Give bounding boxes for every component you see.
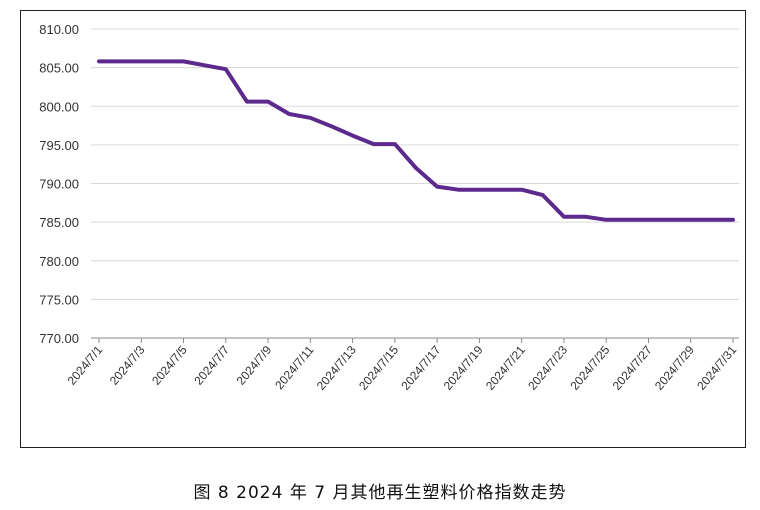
data-point	[563, 216, 564, 217]
data-point	[479, 189, 480, 190]
x-tick-label: 2024/7/23	[525, 343, 570, 393]
series	[97, 59, 735, 222]
x-tick-label: 2024/7/9	[234, 343, 275, 388]
data-point	[690, 219, 691, 220]
data-point	[120, 61, 121, 62]
data-point	[711, 219, 712, 220]
data-point	[373, 144, 374, 145]
x-tick-label: 2024/7/27	[610, 343, 655, 393]
data-point	[225, 69, 226, 70]
data-point	[331, 126, 332, 127]
y-tick-label: 780.00	[39, 254, 79, 269]
gridlines	[91, 28, 739, 339]
y-tick-label: 770.00	[39, 331, 79, 346]
data-point	[310, 117, 311, 118]
data-point	[585, 216, 586, 217]
line-chart: 770.00 775.00 780.00 785.00 790.00 795.00 800.…	[39, 22, 740, 393]
data-point	[437, 186, 438, 187]
x-tick-label: 2024/7/25	[567, 343, 612, 393]
x-tick-label: 2024/7/29	[652, 343, 697, 393]
data-point	[606, 219, 607, 220]
axes	[91, 337, 739, 343]
x-tick-label: 2024/7/11	[272, 343, 317, 392]
x-tick-label: 2024/7/19	[441, 343, 486, 393]
x-tick-label: 2024/7/15	[356, 343, 401, 393]
series-line	[97, 59, 735, 222]
x-tick-label: 2024/7/7	[191, 343, 232, 388]
data-point	[458, 189, 459, 190]
y-tick-label: 800.00	[39, 99, 79, 114]
data-point	[204, 65, 205, 66]
x-tick-label: 2024/7/21	[483, 343, 528, 393]
x-tick-label: 2024/7/5	[149, 343, 190, 388]
data-point	[733, 219, 734, 220]
x-tick-label: 2024/7/17	[398, 343, 443, 393]
y-tick-label: 795.00	[39, 138, 79, 153]
data-point	[500, 189, 501, 190]
data-point	[542, 195, 543, 196]
data-point	[246, 101, 247, 102]
data-point	[648, 219, 649, 220]
x-tick-label: 2024/7/31	[694, 343, 739, 393]
data-point	[352, 135, 353, 136]
data-point	[99, 61, 100, 62]
data-point	[162, 61, 163, 62]
data-point	[141, 61, 142, 62]
x-tick-label: 2024/7/3	[107, 343, 148, 388]
data-point	[394, 144, 395, 145]
data-point	[183, 61, 184, 62]
y-tick-label: 810.00	[39, 22, 79, 37]
y-tick-labels: 770.00 775.00 780.00 785.00 790.00 795.00 800.…	[39, 22, 79, 346]
x-tick-label: 2024/7/1	[65, 343, 106, 388]
data-point	[416, 168, 417, 169]
x-tick-label: 2024/7/13	[314, 343, 359, 393]
data-point	[289, 113, 290, 114]
figure-caption: 图 8 2024 年 7 月其他再生塑料价格指数走势	[193, 483, 567, 503]
data-point	[521, 189, 522, 190]
data-point	[627, 219, 628, 220]
chart-frame: 770.00 775.00 780.00 785.00 790.00 795.00 800.…	[20, 10, 746, 448]
x-tick-labels: 2024/7/1 2024/7/3 2024/7/5 2024/7/7 2024/7/9…	[65, 343, 740, 393]
y-tick-label: 775.00	[39, 292, 79, 307]
y-tick-label: 785.00	[39, 215, 79, 230]
y-tick-label: 805.00	[39, 61, 79, 76]
data-point	[268, 101, 269, 102]
y-tick-label: 790.00	[39, 177, 79, 192]
data-point	[669, 219, 670, 220]
